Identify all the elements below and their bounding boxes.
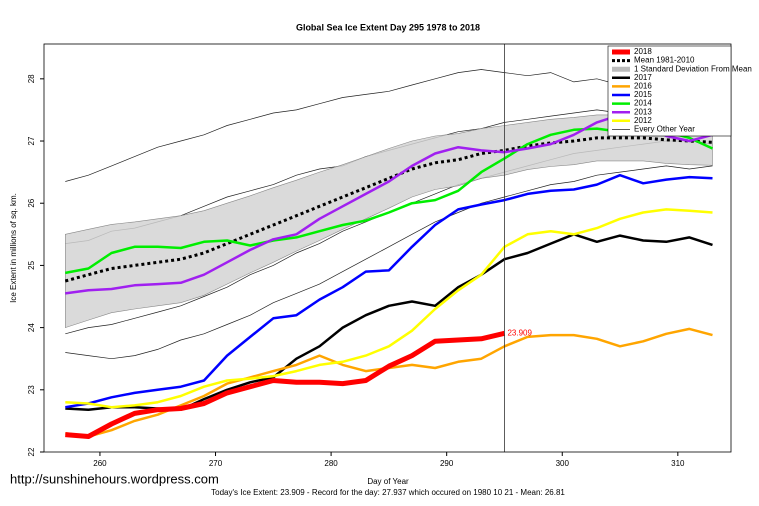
series-line: [65, 127, 714, 275]
legend-label: 2015: [634, 90, 652, 99]
legend-label: Every Other Year: [634, 125, 695, 134]
other-year-line: [65, 69, 713, 182]
x-tick-label: 260: [93, 459, 107, 468]
y-tick-label: 27: [27, 136, 36, 145]
end-label: 23.909: [507, 328, 532, 337]
plot-frame: [43, 43, 732, 453]
x-tick-label: 300: [556, 459, 570, 468]
chart-title: Global Sea Ice Extent Day 295 1978 to 20…: [296, 22, 480, 32]
y-tick-label: 28: [27, 74, 36, 83]
other-year-line: [65, 165, 713, 360]
series-line: [65, 113, 713, 295]
y-axis-label: Ice Extent in millions of sq. km.: [9, 193, 18, 303]
series-line: [65, 330, 506, 439]
series-line: [65, 208, 713, 409]
y-tick-label: 22: [27, 447, 36, 456]
series-line: [64, 136, 713, 283]
legend-label: 2018: [634, 47, 652, 56]
legend-label: 2014: [634, 99, 652, 108]
legend-label: 1 Standard Deviation From Mean: [634, 64, 752, 73]
y-tick-label: 26: [27, 198, 36, 207]
x-tick-label: 290: [440, 459, 454, 468]
y-tick-label: 24: [27, 323, 36, 332]
x-axis-label: Day of Year: [367, 477, 409, 486]
watermark: http://sunshinehours.wordpress.com: [10, 471, 219, 486]
legend-label: Mean 1981-2010: [634, 56, 695, 65]
footer: Today's Ice Extent: 23.909 - Record for …: [211, 488, 565, 497]
legend-label: 2017: [634, 73, 652, 82]
x-tick-label: 270: [209, 459, 223, 468]
legend-label: 2013: [634, 107, 652, 116]
legend-label: 2016: [634, 82, 652, 91]
x-tick-label: 310: [671, 459, 685, 468]
y-tick-label: 23: [27, 385, 36, 394]
series-line: [65, 173, 713, 409]
y-tick-label: 25: [27, 260, 36, 269]
legend-label: 2012: [634, 116, 652, 125]
std-band: [65, 114, 713, 329]
x-tick-label: 280: [324, 459, 338, 468]
